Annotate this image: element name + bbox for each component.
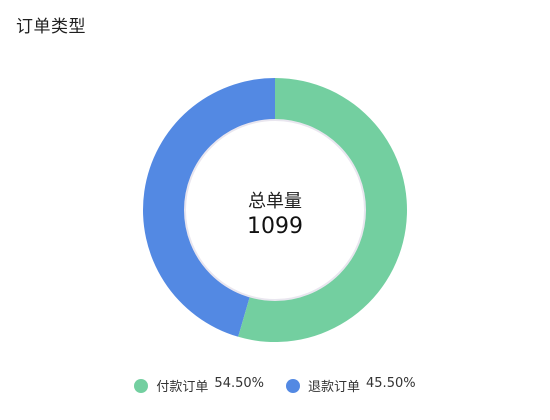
legend-item-refund-orders[interactable]: 退款订单 45.50% — [286, 376, 416, 395]
center-label: 总单量 — [248, 191, 302, 212]
legend-name-paid-orders: 付款订单 — [156, 380, 209, 395]
legend-swatch-paid-orders — [134, 378, 149, 393]
legend-text-paid-orders: 付款订单 54.50% — [156, 376, 264, 395]
legend: 付款订单 54.50% 退款订单 45.50% — [0, 376, 550, 395]
legend-name-refund-orders: 退款订单 — [308, 380, 361, 395]
legend-text-refund-orders: 退款订单 45.50% — [308, 376, 416, 395]
refund-orders-slice[interactable] — [143, 78, 275, 337]
chart-title: 订单类型 — [16, 17, 86, 37]
legend-value-paid-orders: 54.50% — [214, 376, 264, 391]
center-value: 1099 — [247, 214, 303, 239]
inner-core — [192, 127, 358, 293]
legend-item-paid-orders[interactable]: 付款订单 54.50% — [134, 376, 264, 395]
legend-swatch-refund-orders — [286, 378, 300, 393]
legend-value-refund-orders: 45.50% — [366, 376, 416, 391]
paid-orders-slice[interactable] — [238, 78, 407, 342]
